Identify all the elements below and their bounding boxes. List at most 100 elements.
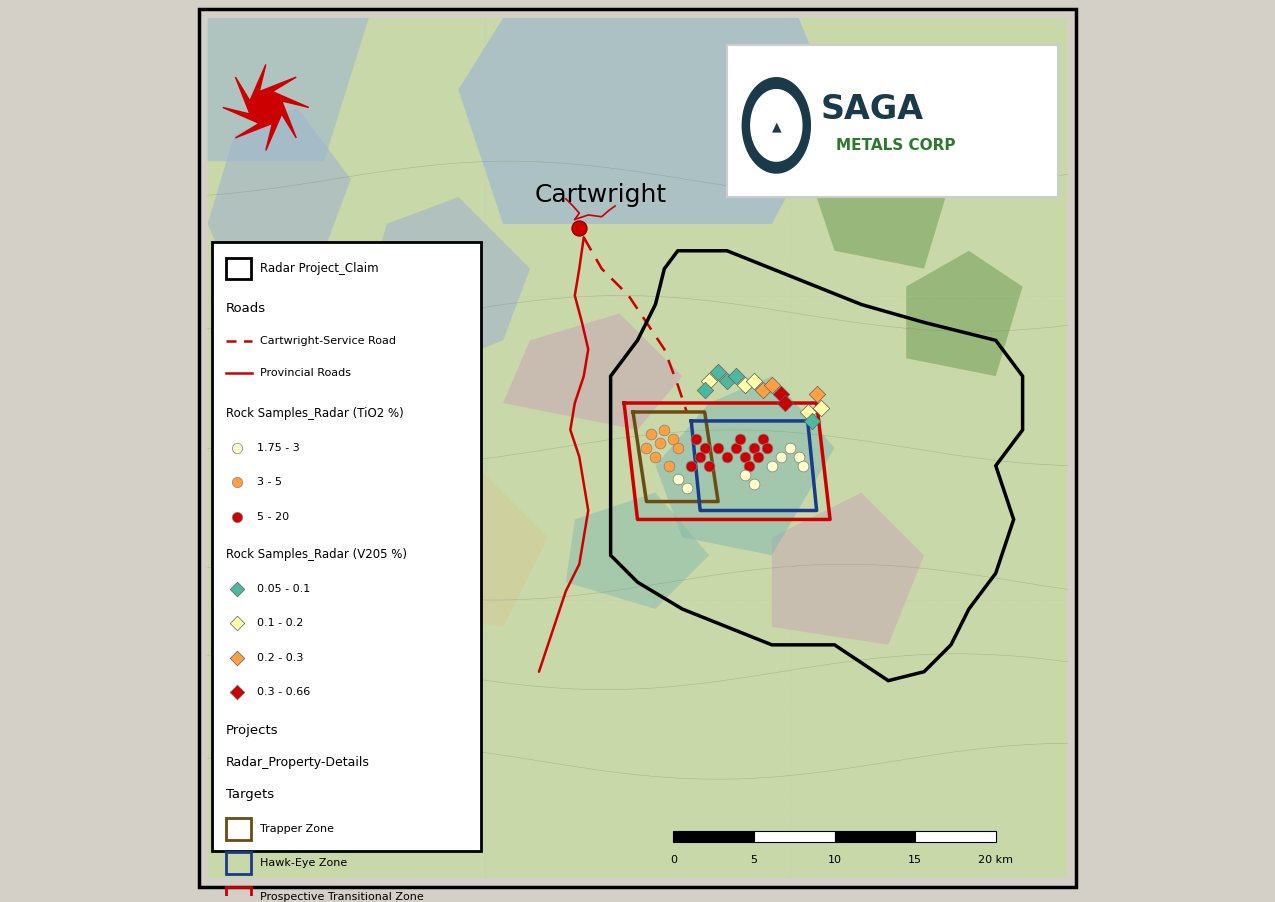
Point	[708, 440, 728, 455]
Polygon shape	[504, 314, 682, 430]
Text: 1.75 - 3: 1.75 - 3	[256, 443, 300, 453]
Point	[663, 432, 683, 446]
Point	[748, 449, 769, 464]
Text: 0: 0	[669, 855, 677, 865]
Bar	[835, 831, 915, 842]
Polygon shape	[655, 376, 835, 556]
Text: Trapper Zone: Trapper Zone	[260, 824, 334, 833]
Bar	[915, 831, 996, 842]
Polygon shape	[297, 376, 440, 520]
Point	[695, 382, 715, 397]
Text: Roads: Roads	[226, 302, 265, 316]
Point	[227, 616, 247, 630]
Polygon shape	[208, 18, 368, 161]
Bar	[754, 831, 835, 842]
FancyBboxPatch shape	[212, 242, 481, 851]
Point	[227, 475, 247, 490]
Point	[761, 378, 782, 392]
Point	[227, 510, 247, 524]
Point	[227, 650, 247, 665]
Polygon shape	[208, 18, 1067, 878]
Text: 0.3 - 0.66: 0.3 - 0.66	[256, 686, 310, 697]
Point	[636, 440, 657, 455]
Point	[668, 440, 688, 455]
Text: 0.05 - 0.1: 0.05 - 0.1	[256, 584, 310, 594]
Text: Rock Samples_Radar (V205 %): Rock Samples_Radar (V205 %)	[226, 548, 407, 561]
Point	[654, 423, 674, 437]
Bar	[226, 818, 251, 840]
Text: Prospective Transitional Zone: Prospective Transitional Zone	[260, 892, 423, 902]
Point	[725, 369, 746, 383]
Point	[645, 449, 666, 464]
Point	[725, 440, 746, 455]
Polygon shape	[907, 251, 1023, 376]
Point	[734, 378, 755, 392]
Polygon shape	[816, 134, 951, 269]
Text: Cartwright: Cartwright	[534, 182, 667, 207]
Point	[681, 458, 701, 473]
Point	[752, 382, 773, 397]
Text: SAGA: SAGA	[821, 93, 924, 125]
Point	[731, 432, 751, 446]
Point	[793, 458, 813, 473]
Point	[686, 432, 706, 446]
Text: Projects: Projects	[226, 723, 278, 737]
Text: 10: 10	[827, 855, 842, 865]
Point	[690, 449, 710, 464]
Point	[227, 441, 247, 456]
Point	[779, 440, 799, 455]
Point	[699, 458, 719, 473]
Text: 0.2 - 0.3: 0.2 - 0.3	[256, 653, 303, 663]
Point	[227, 685, 247, 699]
Polygon shape	[566, 492, 709, 609]
Point	[650, 436, 671, 450]
Polygon shape	[742, 78, 811, 173]
Bar	[226, 258, 251, 280]
Point	[668, 472, 688, 486]
Point	[717, 449, 737, 464]
Point	[757, 440, 778, 455]
Text: Provincial Roads: Provincial Roads	[260, 369, 351, 379]
Point	[699, 373, 719, 388]
Polygon shape	[351, 465, 548, 627]
Text: Radar_Property-Details: Radar_Property-Details	[226, 756, 370, 769]
Text: METALS CORP: METALS CORP	[836, 138, 956, 152]
Text: 3 - 5: 3 - 5	[256, 477, 282, 487]
Point	[677, 481, 697, 495]
Text: ▲: ▲	[771, 121, 782, 133]
Point	[811, 400, 831, 415]
Point	[775, 396, 796, 410]
Point	[659, 458, 680, 473]
Bar	[226, 887, 251, 902]
Point	[761, 458, 782, 473]
Polygon shape	[459, 18, 835, 224]
Point	[740, 458, 760, 473]
Polygon shape	[751, 89, 802, 161]
Point	[641, 428, 662, 442]
Point	[743, 440, 764, 455]
FancyBboxPatch shape	[727, 45, 1058, 197]
Text: 5: 5	[751, 855, 757, 865]
Text: Hawk-Eye Zone: Hawk-Eye Zone	[260, 858, 347, 868]
Point	[797, 405, 817, 419]
Text: 5 - 20: 5 - 20	[256, 511, 289, 521]
Point	[227, 582, 247, 596]
Text: 20 km: 20 km	[978, 855, 1014, 865]
Polygon shape	[771, 492, 924, 645]
Text: 15: 15	[908, 855, 922, 865]
Point	[743, 476, 764, 491]
Point	[734, 467, 755, 482]
Point	[708, 364, 728, 379]
Point	[717, 373, 737, 388]
Text: Rock Samples_Radar (TiO2 %): Rock Samples_Radar (TiO2 %)	[226, 408, 403, 420]
Polygon shape	[368, 197, 530, 376]
Polygon shape	[208, 107, 351, 314]
Point	[788, 449, 808, 464]
Point	[752, 432, 773, 446]
Point	[695, 440, 715, 455]
Text: Radar Project_Claim: Radar Project_Claim	[260, 262, 379, 275]
Point	[569, 221, 589, 235]
Point	[770, 449, 790, 464]
Polygon shape	[223, 64, 309, 151]
Point	[806, 387, 826, 401]
